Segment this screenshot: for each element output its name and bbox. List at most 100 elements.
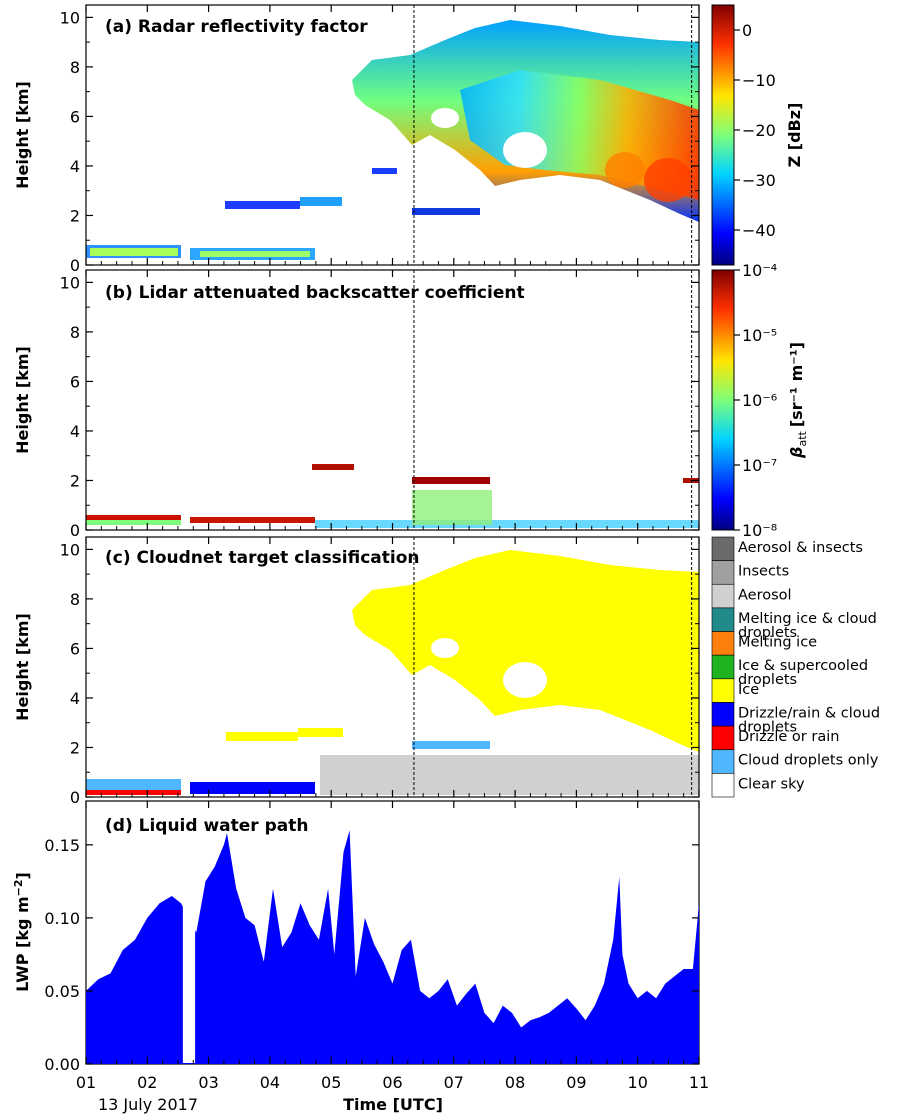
time-markers	[413, 5, 693, 797]
panel-c-ylabel: Height [km]	[13, 613, 32, 721]
legend-label-line1-5: Ice & supercooled	[738, 658, 868, 674]
mid-cloud-a3	[412, 208, 480, 215]
ytick-label-1-2: 4	[70, 422, 80, 441]
low-cloud-b3	[190, 517, 315, 523]
ytick-label-2-4: 8	[70, 590, 80, 609]
cbb-tick-label-0: 10⁻⁴	[742, 261, 777, 280]
ice-cloud-c-gap2	[431, 638, 459, 658]
drizzle-c	[86, 790, 181, 795]
cloud-b3	[683, 478, 699, 483]
mid-cloud-a4	[372, 168, 397, 174]
ytick-label-2-0: 0	[70, 788, 80, 807]
legend-label-line1-2: Aerosol	[738, 587, 792, 603]
ytick-label-3-0: 0.00	[44, 1055, 80, 1074]
lwp-ylabel-end: ]	[13, 872, 32, 879]
legend-swatch-2	[711, 583, 735, 609]
xtick-label-7: 08	[505, 1073, 525, 1092]
xtick-label-9: 10	[628, 1073, 648, 1092]
colorbar-beta	[711, 269, 735, 531]
ice-mid-c	[226, 732, 298, 741]
ice-cloud-a-hot	[644, 158, 692, 202]
panel-b-label: (b) Lidar attenuated backscatter coeffic…	[105, 283, 525, 303]
ytick-label-1-1: 2	[70, 471, 80, 490]
aerosol-c	[320, 755, 699, 795]
low-cloud-b	[86, 515, 181, 522]
date-label: 13 July 2017	[98, 1095, 198, 1114]
legend-swatch-4	[711, 631, 735, 656]
legend-label-line2-7: droplets	[738, 719, 797, 735]
aerosol-b2	[412, 490, 492, 525]
xtick-label-6: 07	[444, 1073, 464, 1092]
legend-label-line1-1: Insects	[738, 564, 789, 580]
cbb-tick-label-1: 10⁻⁵	[742, 326, 777, 345]
drizzle-cloud-c	[190, 782, 315, 794]
ytick-label-0-5: 10	[60, 8, 80, 27]
low-cloud-a2	[90, 248, 178, 256]
panel-c-data	[86, 550, 699, 795]
legend-label-10: Clear sky	[738, 776, 805, 792]
colorbar-z-ticks: 0 −10 −20 −30 −40	[734, 21, 776, 240]
lwp-ylabel-main: LWP [kg m	[13, 896, 32, 992]
ytick-label-0-1: 2	[70, 206, 80, 225]
legend-label-line1-6: Ice	[738, 682, 759, 698]
panel-a-ylabel: Height [km]	[13, 81, 32, 189]
ytick-label-0-2: 4	[70, 157, 80, 176]
ytick-label-1-0: 0	[70, 521, 80, 540]
ice-cloud-a-gap2	[431, 108, 459, 128]
xtick-label-4: 05	[321, 1073, 341, 1092]
legend-swatch-8	[711, 725, 735, 751]
xtick-label-5: 06	[382, 1073, 402, 1092]
legend-label-line2-5: droplets	[738, 672, 797, 688]
xtick-label-8: 09	[566, 1073, 586, 1092]
ytick-label-3-1: 0.05	[44, 982, 80, 1001]
xtick-label-2: 03	[198, 1073, 218, 1092]
legend-swatch-5	[711, 654, 735, 680]
cbz-tick-label-4: −40	[742, 221, 776, 240]
ytick-label-2-2: 4	[70, 689, 80, 708]
legend-label-3: Melting ice & cloud droplets	[738, 611, 877, 641]
legend-label-0: Aerosol & insects	[738, 540, 863, 556]
low-cloud-a4	[200, 251, 310, 257]
ytick-label-1-4: 8	[70, 323, 80, 342]
cloud-b1	[312, 464, 354, 470]
ytick-label-3-3: 0.15	[44, 836, 80, 855]
ytick-label-0-3: 6	[70, 107, 80, 126]
legend-swatch-3	[711, 607, 735, 632]
legend-swatch-7	[711, 702, 735, 727]
legend-label-2: Aerosol	[738, 587, 792, 603]
cloud-b2	[412, 477, 490, 484]
ytick-label-2-1: 2	[70, 738, 80, 757]
colorbar-beta-label: βatt [sr⁻¹ m⁻¹]	[787, 342, 809, 459]
cbz-tick-label-0: 0	[742, 21, 752, 40]
panel-d-data	[86, 803, 699, 1064]
panel-b-frame	[85, 269, 700, 531]
beta-symbol: β	[787, 447, 806, 459]
ytick-label-3-2: 0.10	[44, 909, 80, 928]
classification-legend: Aerosol & insects Insects Aerosol Melting i…	[711, 536, 880, 798]
ice-cloud-a-gap	[503, 132, 547, 168]
legend-label-line1-8: Drizzle or rain	[738, 729, 839, 745]
legend-swatch-1	[711, 560, 735, 585]
legend-label-line1-0: Aerosol & insects	[738, 540, 863, 556]
ytick-label-0-4: 8	[70, 58, 80, 77]
lwp-data-gap	[182, 803, 196, 1063]
legend-swatch-0	[711, 536, 735, 561]
legend-label-8: Drizzle or rain	[738, 729, 839, 745]
legend-label-9: Cloud droplets only	[738, 753, 879, 769]
legend-label-5: Ice & supercooled droplets	[738, 658, 868, 688]
ice-cloud-c-gap	[503, 662, 547, 698]
legend-label-4: Melting ice	[738, 635, 817, 651]
colorbar-z-label: Z [dBz]	[785, 103, 804, 168]
legend-label-line1-3: Melting ice & cloud	[738, 611, 877, 627]
panel-d-ylabel: LWP [kg m−2]	[12, 872, 32, 992]
beta-unit: [sr⁻¹ m⁻¹]	[787, 342, 806, 427]
lwp-area	[86, 830, 699, 1064]
ice-mid-c2	[298, 728, 343, 737]
legend-swatch-6	[711, 678, 735, 703]
ytick-label-1-3: 6	[70, 372, 80, 391]
ytick-label-0-0: 0	[70, 256, 80, 275]
ytick-label-2-5: 10	[60, 540, 80, 559]
cbz-tick-label-1: −10	[742, 71, 776, 90]
mid-cloud-a2	[300, 197, 342, 206]
